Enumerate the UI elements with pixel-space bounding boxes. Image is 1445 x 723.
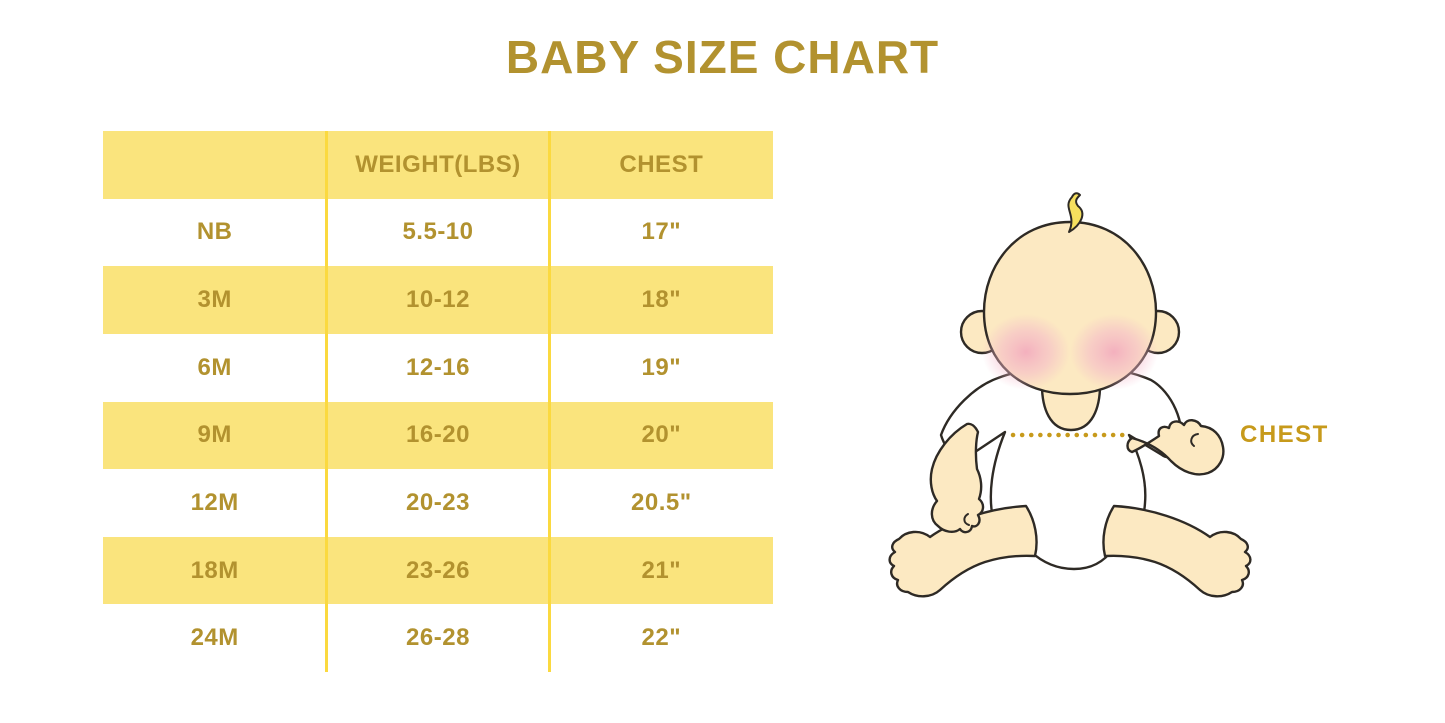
baby-arm-right [1126,419,1225,476]
baby-fist-crease [1190,433,1199,447]
baby-hand-crease [963,513,970,526]
size-cell: 3M [197,286,232,314]
chest-cell: 21" [641,556,682,584]
weight-cell: 26-28 [406,624,470,652]
column-header-chest: CHEST [619,150,704,178]
baby-cheek-right [1070,314,1158,390]
baby-cheek-left [982,314,1070,390]
size-cell: NB [196,218,233,246]
baby-leg-right [1102,504,1252,598]
size-cell: 24M [190,624,239,652]
baby-size-table: WEIGHT(LBS) CHEST NB 5.5-10 17" 3M 10-12… [103,131,773,672]
baby-hair-curl [1067,192,1084,233]
baby-arm-left [929,422,985,534]
table-header-row: WEIGHT(LBS) CHEST [103,131,773,199]
page-title: BABY SIZE CHART [505,31,940,83]
size-cell: 9M [197,421,232,449]
size-cell: 6M [197,353,232,381]
table-row: 18M 23-26 21" [103,536,773,605]
weight-cell: 20-23 [406,488,470,516]
column-divider [548,131,551,672]
table-row: 12M 20-23 20.5" [103,469,773,537]
chest-label: CHEST [1240,421,1329,448]
table-row: NB 5.5-10 17" [103,199,773,267]
chest-cell: 20" [641,421,682,449]
baby-leg-left [888,504,1038,598]
column-header-weight: WEIGHT(LBS) [355,150,521,178]
table-row: 3M 10-12 18" [103,266,773,334]
weight-cell: 23-26 [406,556,470,584]
weight-cell: 12-16 [406,353,470,381]
weight-cell: 10-12 [406,286,470,314]
chest-cell: 19" [641,353,682,381]
table-row: 24M 26-28 22" [103,604,773,672]
column-divider [325,131,328,672]
table-row: 6M 12-16 19" [103,334,773,402]
weight-cell: 16-20 [406,421,470,449]
size-cell: 18M [190,556,239,584]
weight-cell: 5.5-10 [402,218,474,246]
chest-cell: 20.5" [631,488,692,516]
table-row: 9M 16-20 20" [103,401,773,470]
chest-cell: 22" [641,624,682,652]
size-cell: 12M [190,488,239,516]
chest-cell: 17" [641,218,682,246]
baby-illustration [878,180,1258,612]
chest-cell: 18" [641,286,682,314]
